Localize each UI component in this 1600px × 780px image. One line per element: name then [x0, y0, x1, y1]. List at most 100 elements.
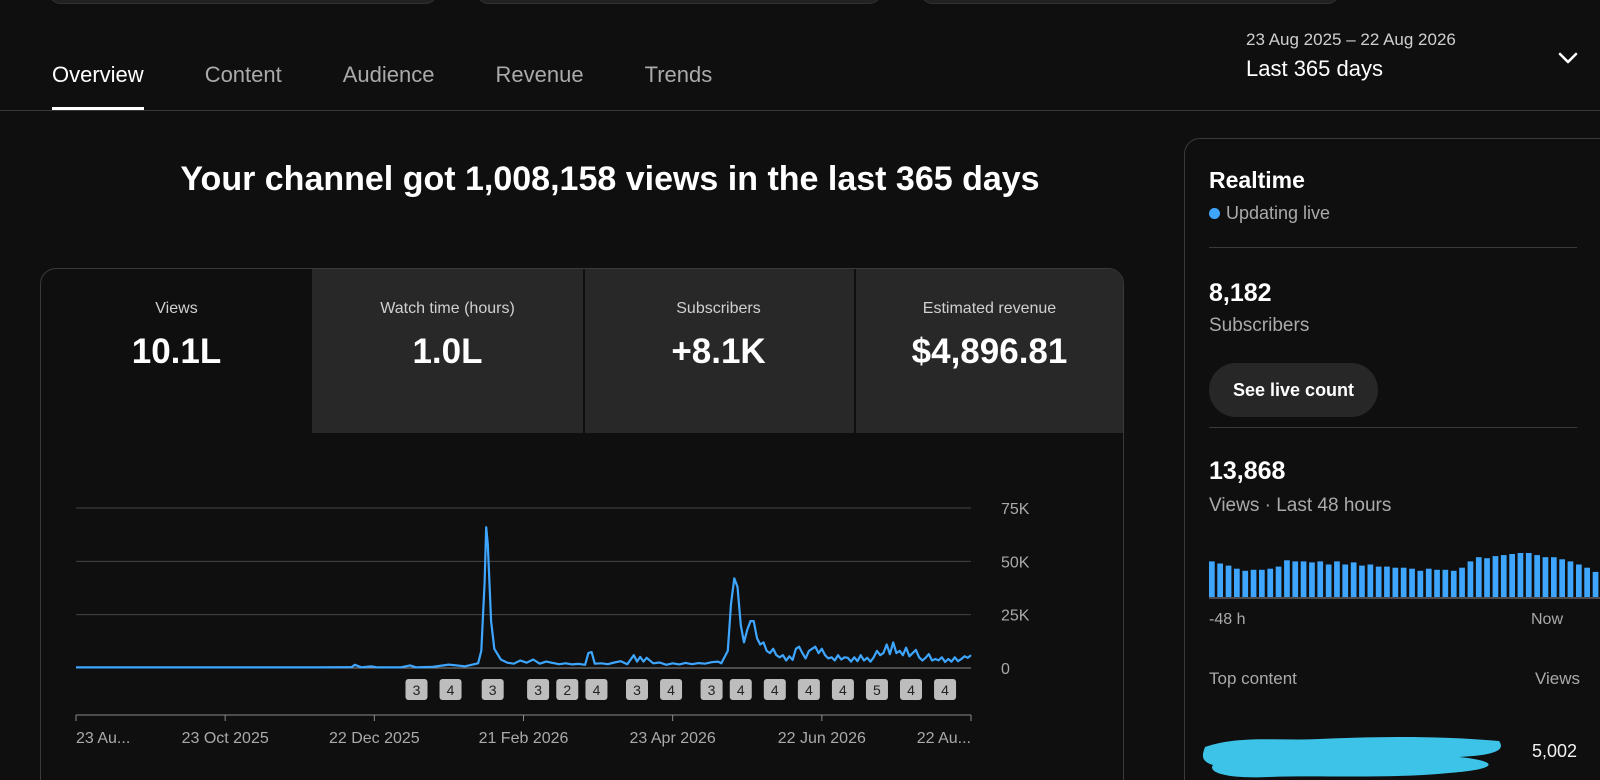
- tab-revenue[interactable]: Revenue: [495, 62, 584, 87]
- realtime-bar[interactable]: [1267, 568, 1274, 597]
- realtime-bar[interactable]: [1500, 555, 1507, 597]
- upload-marker-count: 4: [839, 682, 847, 698]
- realtime-bar[interactable]: [1434, 569, 1440, 597]
- upload-marker-badge: [865, 679, 888, 700]
- upload-marker-badge: [660, 679, 683, 700]
- realtime-bar[interactable]: [1559, 559, 1565, 597]
- realtime-bar[interactable]: [1517, 553, 1524, 597]
- realtime-bar[interactable]: [1409, 568, 1415, 597]
- upload-marker-badge: [763, 679, 786, 700]
- realtime-axis-start: -48 h: [1209, 611, 1246, 628]
- redacted-video-title[interactable]: [1199, 731, 1509, 780]
- metrics-card: Views 10.1L Watch time (hours) 1.0L Subs…: [40, 268, 1124, 780]
- realtime-bar[interactable]: [1425, 568, 1432, 597]
- top-cropped-card: [48, 0, 438, 4]
- realtime-bar[interactable]: [1317, 561, 1324, 597]
- realtime-bar[interactable]: [1209, 561, 1215, 597]
- metric-divider: [583, 269, 585, 433]
- realtime-bar[interactable]: [1275, 566, 1282, 597]
- realtime-bar[interactable]: [1459, 567, 1465, 597]
- metric-views[interactable]: Views 10.1L: [41, 269, 312, 433]
- divider: [1209, 247, 1577, 248]
- realtime-bar[interactable]: [1417, 570, 1424, 597]
- realtime-bar[interactable]: [1467, 561, 1474, 597]
- realtime-views-label: Views · Last 48 hours: [1209, 495, 1392, 516]
- realtime-bar[interactable]: [1450, 570, 1457, 597]
- realtime-views-bar-chart: [1209, 553, 1600, 599]
- realtime-bar[interactable]: [1367, 564, 1374, 598]
- realtime-bar[interactable]: [1492, 556, 1499, 597]
- realtime-bar[interactable]: [1551, 557, 1557, 597]
- see-live-count-button[interactable]: See live count: [1209, 363, 1379, 417]
- upload-marker-count: 4: [941, 682, 949, 698]
- realtime-bar[interactable]: [1217, 563, 1223, 598]
- x-tick-label: 23 Oct 2025: [182, 730, 269, 747]
- realtime-bar[interactable]: [1542, 557, 1549, 597]
- realtime-bar[interactable]: [1334, 561, 1340, 597]
- realtime-bar[interactable]: [1567, 561, 1574, 597]
- realtime-bar[interactable]: [1242, 570, 1249, 597]
- metric-estimated-revenue[interactable]: Estimated revenue $4,896.81: [854, 269, 1123, 433]
- realtime-subscribers-value: 8,182: [1209, 279, 1272, 307]
- upload-marker-count: 4: [593, 682, 601, 698]
- x-tick-label: 21 Feb 2026: [479, 730, 569, 747]
- realtime-bar[interactable]: [1250, 569, 1257, 597]
- upload-marker-badge: [934, 679, 957, 700]
- upload-marker-badge: [405, 679, 428, 700]
- realtime-bar[interactable]: [1442, 569, 1449, 597]
- realtime-bar[interactable]: [1525, 553, 1532, 597]
- tab-audience[interactable]: Audience: [342, 62, 435, 87]
- realtime-bar[interactable]: [1576, 564, 1582, 598]
- upload-marker-count: 2: [563, 682, 571, 698]
- metric-watch-time[interactable]: Watch time (hours) 1.0L: [312, 269, 583, 433]
- upload-marker-count: 4: [771, 682, 779, 698]
- realtime-bar[interactable]: [1325, 564, 1332, 598]
- divider: [1209, 427, 1577, 428]
- realtime-bar[interactable]: [1392, 567, 1399, 597]
- views-column-header: Views: [1535, 669, 1581, 688]
- metric-subscribers[interactable]: Subscribers +8.1K: [583, 269, 854, 433]
- realtime-panel: Realtime Updating live 8,182 Subscribers…: [1184, 138, 1600, 780]
- upload-marker-badge: [439, 679, 462, 700]
- realtime-bar[interactable]: [1400, 567, 1407, 597]
- realtime-bar[interactable]: [1309, 562, 1315, 597]
- upload-marker-badge: [527, 679, 550, 700]
- realtime-bar[interactable]: [1384, 566, 1390, 597]
- y-tick-label: 75K: [1001, 501, 1030, 518]
- upload-marker-badge: [585, 679, 608, 700]
- upload-marker-badge: [797, 679, 820, 700]
- live-status: Updating live: [1209, 203, 1330, 224]
- realtime-bar[interactable]: [1292, 561, 1299, 597]
- realtime-bar[interactable]: [1259, 569, 1265, 597]
- y-tick-label: 50K: [1001, 554, 1030, 571]
- y-tick-label: 0: [1001, 661, 1010, 678]
- upload-marker-count: 4: [805, 682, 813, 698]
- upload-marker-count: 5: [873, 682, 881, 698]
- realtime-bar[interactable]: [1225, 565, 1232, 597]
- realtime-bar[interactable]: [1342, 564, 1349, 598]
- views-series-line: [76, 526, 972, 669]
- metric-title: Subscribers: [676, 300, 761, 317]
- top-content-header: Top content: [1209, 669, 1297, 688]
- realtime-bar[interactable]: [1350, 562, 1357, 597]
- tab-content[interactable]: Content: [204, 62, 282, 87]
- realtime-bar[interactable]: [1509, 554, 1515, 597]
- realtime-bar[interactable]: [1375, 566, 1382, 597]
- realtime-bar[interactable]: [1234, 568, 1240, 597]
- realtime-subscribers-label: Subscribers: [1209, 315, 1310, 336]
- realtime-bar[interactable]: [1475, 557, 1482, 597]
- chevron-down-icon[interactable]: [1556, 46, 1580, 70]
- tab-overview[interactable]: Overview: [52, 62, 144, 110]
- tab-trends[interactable]: Trends: [644, 62, 713, 87]
- realtime-bar[interactable]: [1284, 560, 1290, 597]
- realtime-title: Realtime: [1209, 167, 1305, 193]
- realtime-bar[interactable]: [1592, 571, 1599, 597]
- realtime-bar[interactable]: [1484, 558, 1490, 597]
- date-range-selector[interactable]: 23 Aug 2025 – 22 Aug 2026 Last 365 days: [1246, 30, 1456, 82]
- realtime-bar[interactable]: [1300, 561, 1307, 597]
- realtime-bar[interactable]: [1584, 567, 1590, 597]
- realtime-bar[interactable]: [1359, 565, 1365, 597]
- top-cropped-card: [920, 0, 1340, 4]
- x-tick-label: 22 Dec 2025: [329, 730, 420, 747]
- realtime-bar[interactable]: [1534, 555, 1540, 597]
